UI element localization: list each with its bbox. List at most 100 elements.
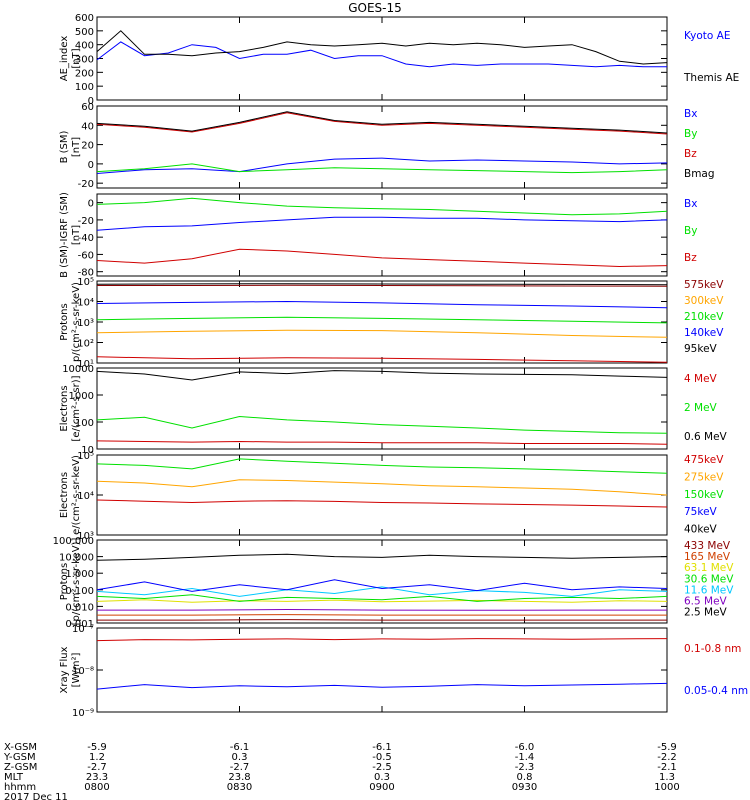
- axis-row-value: 1000: [654, 782, 679, 793]
- series-line: [96, 594, 668, 602]
- axis-row-label: MLT: [4, 772, 24, 783]
- axis-row-value: 0.3: [232, 752, 248, 763]
- series-line: [96, 112, 668, 135]
- series-line: [96, 599, 668, 603]
- axis-row-label: Z-GSM: [4, 762, 37, 773]
- axis-row-value: -5.9: [87, 742, 107, 753]
- legend-entry: 4 MeV: [684, 373, 718, 385]
- y-tick-label: -20: [78, 179, 94, 190]
- series-line: [96, 300, 668, 309]
- panel-1: 0 100 200 300 400 500 600 AE_index [nT] Kyoto AE T…: [59, 13, 739, 107]
- axis-row-value: -5.9: [657, 742, 677, 753]
- axis-row-value: -2.2: [657, 752, 677, 763]
- y-axis-label: Protons: [59, 563, 70, 600]
- y-tick-label: 300: [75, 55, 94, 66]
- y-tick-label: 10⁻⁸: [72, 666, 94, 677]
- legend-entry: 63.1 MeV: [684, 562, 734, 574]
- series-line: [96, 283, 668, 286]
- y-axis-unit: [nT]: [71, 137, 82, 157]
- series-line: [96, 163, 668, 174]
- series-line: [96, 415, 668, 434]
- axis-row-value: 23.8: [228, 772, 250, 783]
- date-label: 2017 Dec 11: [4, 792, 68, 800]
- legend-entry: 165 MeV: [684, 551, 731, 563]
- y-tick-label: 10⁵: [77, 451, 94, 462]
- series-line: [96, 586, 668, 597]
- series-line: [96, 682, 668, 690]
- legend-entry: Bx: [684, 198, 697, 210]
- axis-row-value: -2.1: [657, 762, 677, 773]
- panel-7: 0.001 0.010 0.100 1.000 10.000 100.000 Protons…: [53, 536, 735, 630]
- y-tick-label: 100: [75, 418, 94, 429]
- axis-row-label: X-GSM: [4, 742, 37, 753]
- axis-row-value: -2.7: [230, 762, 250, 773]
- y-tick-label: 400: [75, 41, 94, 52]
- legend-entry: 210keV: [684, 311, 724, 323]
- axis-row-value: -6.0: [515, 742, 535, 753]
- y-axis-label: AE_index: [59, 36, 70, 82]
- y-axis-unit: [nT]: [71, 225, 82, 245]
- series-line: [96, 157, 668, 174]
- y-tick-label: 40: [81, 121, 94, 132]
- legend-entry: 0.1-0.8 nm: [684, 643, 741, 655]
- figure-title: GOES-15: [348, 1, 402, 15]
- y-tick-label: 1000: [69, 391, 94, 402]
- series-line: [96, 499, 668, 508]
- axis-row-value: -2.5: [372, 762, 392, 773]
- panel-frame: [96, 16, 668, 101]
- y-tick-label: 0: [88, 199, 94, 210]
- series-line: [96, 216, 668, 231]
- axis-row-value: 0830: [227, 782, 252, 793]
- y-tick-label: 0.100: [65, 586, 94, 597]
- series-line: [96, 197, 668, 216]
- legend-entry: By: [684, 128, 697, 140]
- y-axis-label: Xray Flux: [59, 646, 70, 693]
- series-line: [97, 614, 667, 616]
- axis-row-label: hhmm: [4, 782, 36, 793]
- legend-entry: Kyoto AE: [684, 30, 730, 42]
- y-tick-label: 100.000: [53, 536, 94, 547]
- y-tick-label: 10⁵: [77, 277, 94, 288]
- axis-row-value: 1.3: [659, 772, 675, 783]
- legend-entry: 0.6 MeV: [684, 431, 728, 443]
- y-tick-label: 10⁴: [77, 491, 94, 502]
- axis-row-value: -0.5: [372, 752, 392, 763]
- y-tick-label: 500: [75, 27, 94, 38]
- y-axis-label: Electrons: [59, 385, 70, 431]
- axis-row-value: 0.3: [374, 772, 390, 783]
- axis-row-value: -2.7: [87, 762, 107, 773]
- legend-entry: 275keV: [684, 471, 724, 483]
- panel-frame: [96, 367, 668, 450]
- y-axis-unit: e/(cm²-s-sr-keV): [71, 455, 82, 535]
- y-tick-label: 10⁴: [77, 298, 94, 309]
- axis-row-value: -6.1: [230, 742, 250, 753]
- panel-frame: [96, 105, 668, 189]
- legend-entry: Bmag: [684, 168, 715, 180]
- series-line: [96, 30, 668, 65]
- axis-row-value: -2.3: [515, 762, 535, 773]
- y-axis-unit: [W/m²]: [71, 652, 82, 687]
- y-tick-label: 10⁻⁷: [72, 624, 94, 635]
- axis-row-value: 23.3: [86, 772, 108, 783]
- series-line: [96, 370, 668, 381]
- panel-5: 10 100 1000 10000 Electrons [e/(cm²-s-sr)] 4 M…: [59, 364, 728, 456]
- legend-entry: 433 MeV: [684, 540, 731, 552]
- y-tick-label: 10²: [77, 339, 94, 350]
- legend-entry: 11.6 MeV: [684, 584, 734, 596]
- y-tick-label: 1.000: [65, 569, 94, 580]
- legend-entry: By: [684, 225, 697, 237]
- series-line: [96, 553, 668, 561]
- y-axis-unit: [e/(cm²-s-sr)]: [71, 375, 82, 441]
- panel-frame: [96, 280, 668, 364]
- series-line: [96, 579, 668, 592]
- y-tick-label: 200: [75, 68, 94, 79]
- y-tick-label: 0: [88, 160, 94, 171]
- legend-entry: 40keV: [684, 524, 718, 536]
- series-line: [96, 356, 668, 363]
- legend-entry: 150keV: [684, 489, 724, 501]
- axis-row-value: 1.2: [89, 752, 105, 763]
- legend-entry: 2 MeV: [684, 402, 718, 414]
- legend-entry: Bz: [684, 252, 697, 264]
- legend-entry: Bz: [684, 148, 697, 160]
